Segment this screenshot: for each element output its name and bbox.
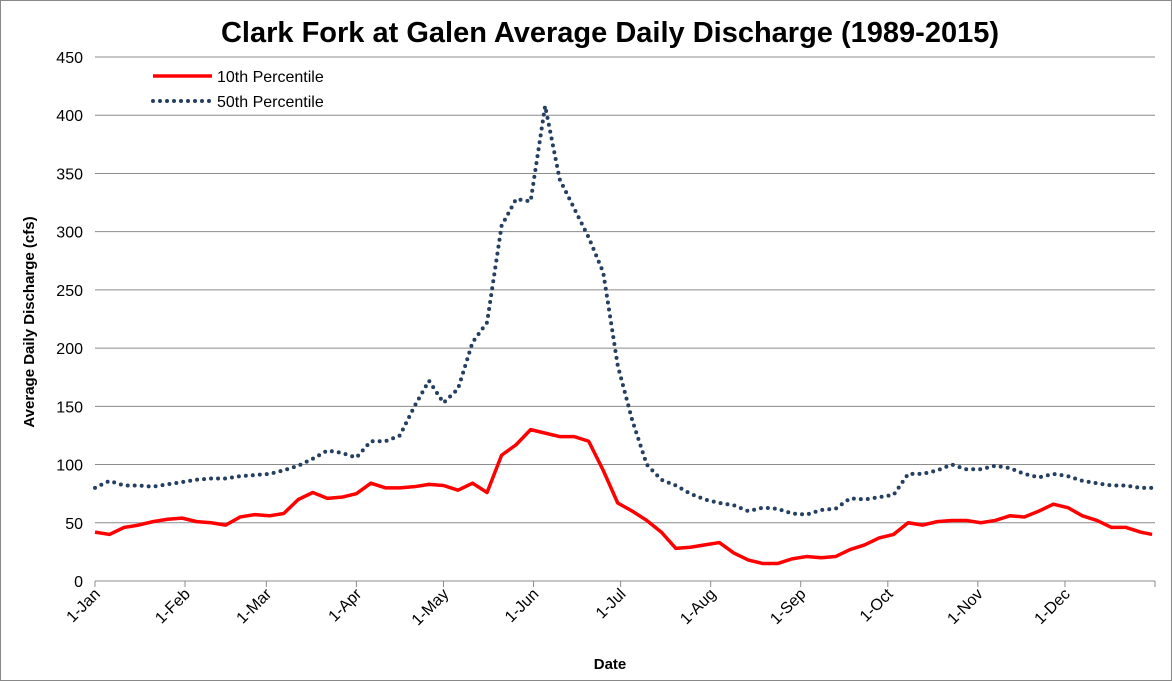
y-tick-label: 200: [56, 341, 83, 358]
y-tick-label: 450: [56, 50, 83, 67]
y-tick-label: 100: [56, 458, 83, 475]
y-tick-label: 50: [65, 516, 83, 533]
line-series: [93, 103, 1155, 517]
chart-title: Clark Fork at Galen Average Daily Discha…: [221, 17, 999, 49]
y-tick-label: 0: [74, 574, 83, 591]
legend-label: 10th Percentile: [217, 69, 324, 86]
x-axis-title: Date: [594, 656, 627, 673]
y-axis-title: Average Daily Discharge (cfs): [21, 216, 38, 427]
y-tick-label: 400: [56, 108, 83, 125]
y-tick-label: 350: [56, 166, 83, 183]
y-tick-label: 250: [56, 283, 83, 300]
y-tick-label: 300: [56, 225, 83, 242]
legend-label: 50th Percentile: [217, 94, 324, 111]
y-tick-label: 150: [56, 399, 83, 416]
line-series: [94, 427, 1153, 566]
